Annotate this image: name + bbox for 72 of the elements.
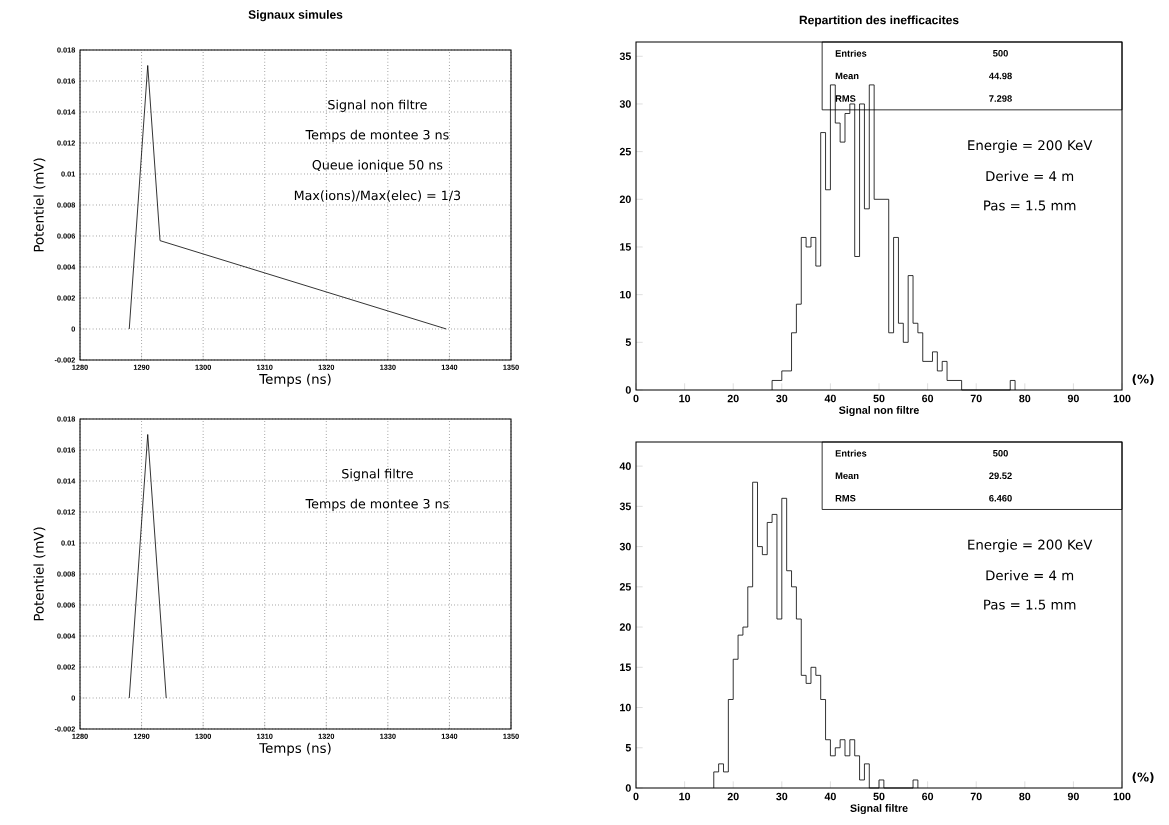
x-tick-label: 50 (873, 792, 885, 801)
x-tick-label: 80 (1019, 792, 1031, 801)
x-tick-label: 60 (922, 792, 934, 801)
y-tick-label: 10 (620, 703, 631, 712)
annotation: Queue ionique 50 ns (312, 159, 443, 173)
x-tick-label: 80 (1019, 394, 1031, 403)
x-tick-label: 10 (679, 394, 691, 403)
x-tick-label: 100 (1113, 792, 1131, 801)
x-tick-label: 40 (824, 792, 836, 801)
y-axis-title: Potentiel (mV) (33, 158, 46, 252)
y-tick-label: 10 (620, 290, 631, 299)
chart-title: Signaux simules (248, 10, 343, 22)
y-tick-label: 25 (619, 583, 631, 591)
annotation: 500 (993, 50, 1008, 57)
annotation: 44.98 (988, 72, 1012, 80)
x-tick-label: 40 (824, 394, 836, 403)
annotation: 7.298 (989, 95, 1012, 102)
y-tick-label: 5 (625, 338, 631, 347)
y-tick-label: 5 (625, 744, 631, 752)
x-axis-title: Temps (ns) (259, 373, 331, 387)
y-tick-label: 15 (620, 663, 631, 672)
annotation: Max(ions)/Max(elec) = 1/3 (294, 190, 461, 202)
text: (%) (1132, 374, 1154, 385)
x-tick-label: 30 (776, 792, 788, 801)
x-tick-label: 60 (922, 394, 934, 403)
x-axis-title: Temps (ns) (259, 742, 331, 756)
annotation: Mean (835, 72, 859, 80)
annotation: Mean (835, 472, 859, 479)
annotation: Entries (835, 449, 867, 457)
annotation: 500 (993, 449, 1008, 457)
annotation: 29.52 (989, 472, 1012, 480)
x-tick-label: 90 (1067, 792, 1079, 801)
annotation: Energie = 200 KeV (968, 139, 1093, 153)
y-tick-label: 30 (619, 542, 631, 551)
y-tick-label: 20 (619, 195, 631, 204)
annotation: Entries (835, 49, 867, 57)
annotation: Pas = 1.5 mm (984, 200, 1076, 211)
annotation: Signal non filtre (328, 99, 427, 112)
y-tick-label: 15 (620, 243, 631, 251)
annotation: Derive = 4 m (986, 170, 1074, 182)
x-axis-title: Signal non filtre (839, 406, 919, 417)
annotation: Temps de montee 3 ns (305, 498, 449, 511)
y-tick-label: 40 (619, 462, 631, 470)
y-tick-label: 20 (619, 623, 631, 631)
y-tick-label: 25 (619, 147, 631, 156)
x-tick-label: 50 (873, 394, 885, 403)
annotation: Derive = 4 m (986, 570, 1074, 581)
x-tick-label: 100 (1113, 394, 1131, 403)
text: (%) (1132, 772, 1154, 783)
x-tick-label: 20 (727, 394, 739, 403)
x-tick-label: 0 (633, 394, 639, 403)
annotation: Pas = 1.5 mm (984, 599, 1076, 610)
y-tick-label: 30 (619, 100, 631, 108)
x-tick-label: 20 (727, 792, 739, 801)
x-axis-title: Signal filtre (850, 804, 908, 815)
annotation: RMS (835, 494, 856, 502)
x-tick-label: 0 (633, 792, 639, 801)
x-tick-label: 30 (776, 394, 788, 403)
y-tick-label: 0 (625, 784, 631, 792)
y-tick-label: 0 (625, 386, 631, 394)
x-tick-label: 90 (1067, 394, 1079, 403)
x-tick-label: 10 (679, 792, 691, 801)
annotation: 6.460 (989, 494, 1012, 502)
y-tick-label: 35 (619, 52, 631, 61)
chart-title: Repartition des inefficacites (799, 15, 959, 27)
y-axis-title: Potentiel (mV) (33, 527, 46, 621)
annotation: Signal filtre (342, 468, 413, 481)
x-tick-label: 70 (970, 792, 982, 801)
x-tick-label: 70 (970, 394, 982, 403)
annotation: Energie = 200 KeV (968, 539, 1093, 553)
annotation: Temps de montee 3 ns (305, 129, 449, 142)
y-tick-label: 35 (619, 502, 631, 511)
